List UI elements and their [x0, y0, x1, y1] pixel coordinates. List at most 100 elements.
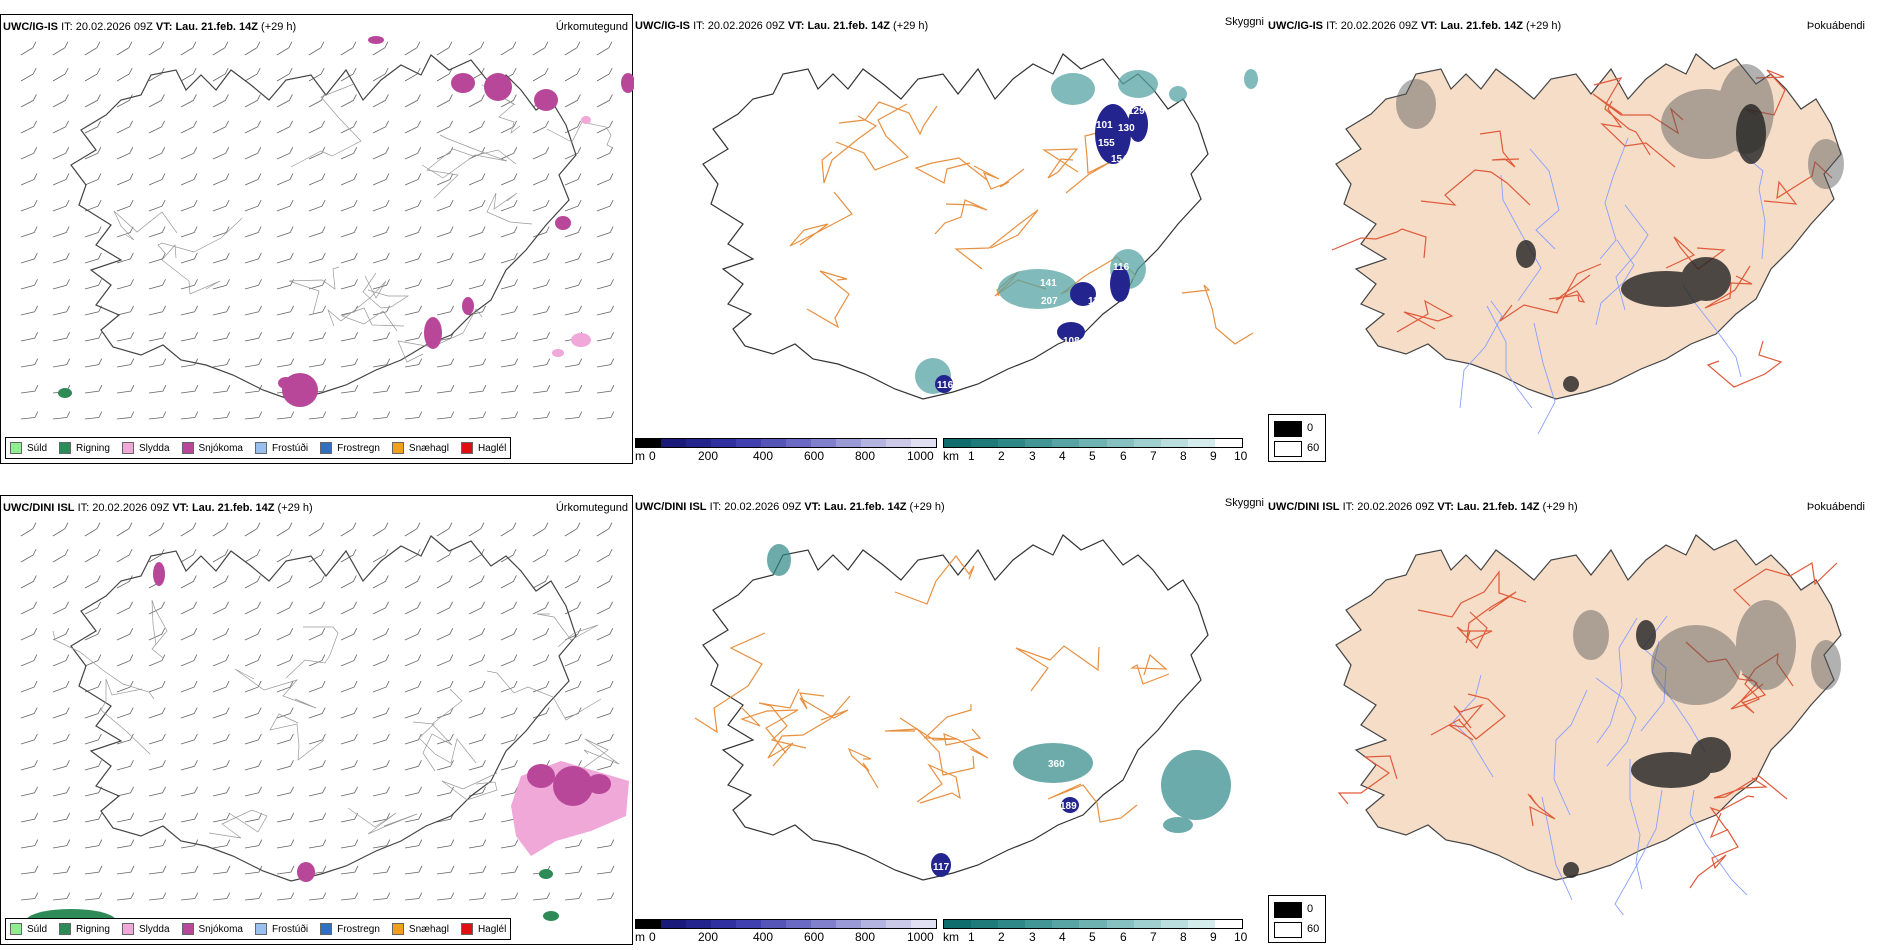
wind-barb [180, 279, 198, 290]
wind-barb [20, 733, 38, 745]
km-tick: 9 [1210, 449, 1217, 463]
wind-barb [468, 332, 487, 342]
wind-barb [308, 41, 325, 56]
km-colorbar-swatches [943, 919, 1243, 929]
height-tick: 200 [698, 449, 719, 463]
river-line [1529, 148, 1560, 250]
panel-name: Úrkomutegund [555, 502, 628, 514]
wind-barb [52, 199, 70, 212]
fog-key: 0 60 [1268, 895, 1326, 943]
wind-barb [564, 358, 583, 368]
wind-barb [116, 384, 135, 394]
wind-barb [436, 680, 454, 693]
road-line [740, 706, 799, 754]
wind-barb [596, 41, 613, 56]
wind-barb [596, 411, 615, 420]
wind-barb [340, 173, 358, 186]
road-line [486, 192, 533, 225]
wind-barb [308, 601, 325, 615]
height-colorbar-swatches [635, 919, 937, 929]
road-line [1420, 169, 1531, 206]
wind-barb [468, 173, 486, 186]
road-line [269, 713, 325, 761]
wind-barb [52, 628, 70, 641]
wind-barb [436, 411, 455, 420]
wind-barb [404, 628, 422, 641]
wind-barb [20, 628, 38, 641]
wind-barb [212, 279, 230, 290]
colorbar-swatch [1133, 920, 1161, 928]
legend-swatch [121, 923, 134, 935]
visibility-value-label: 154 [1111, 154, 1128, 165]
wind-barb [500, 892, 519, 901]
legend-swatch [460, 923, 473, 935]
wind-barb [276, 41, 293, 56]
wind-barb [308, 332, 327, 342]
visibility-value-label: 101 [1096, 120, 1113, 131]
wind-barb [308, 839, 327, 849]
wind-barb [276, 173, 294, 186]
wind-barb [372, 226, 390, 238]
wind-barb [52, 601, 69, 615]
wind-barb [372, 522, 389, 537]
wind-barb [276, 813, 295, 823]
panel-name: Þokuábendi [1806, 501, 1865, 513]
wind-barb [212, 707, 230, 719]
wind-barb [52, 865, 71, 875]
fog-key-swatch [1274, 421, 1302, 437]
panel-title: UWC/DINI ISL IT: 20.02.2026 09Z VT: Lau.… [3, 502, 313, 514]
road-line [546, 121, 614, 149]
road-line [1665, 236, 1726, 270]
iceland-fog-map [1335, 534, 1842, 915]
wind-barb [436, 760, 454, 771]
wind-barb [500, 865, 519, 875]
wind-barb [596, 226, 614, 238]
wind-barb [244, 252, 262, 264]
wind-barb [372, 786, 390, 797]
wind-barb [84, 575, 101, 589]
wind-barb [596, 67, 613, 82]
road-line [412, 721, 477, 764]
wind-barb [180, 173, 198, 186]
iceland-visibility-map: 101 130 155 129 154 126 141 207 116 117 … [702, 53, 1258, 400]
wind-barb [372, 147, 390, 160]
wind-barb [244, 601, 261, 615]
wind-barb [148, 892, 167, 901]
wind-barb [276, 548, 293, 563]
wind-barb [372, 839, 391, 849]
colorbar-swatch [1187, 920, 1215, 928]
river-line [1486, 305, 1533, 409]
road-line [1065, 132, 1113, 194]
wind-barb [148, 173, 166, 186]
wind-barb [468, 760, 486, 771]
wind-barb [180, 41, 197, 56]
wind-barb [212, 358, 231, 368]
wind-barb [308, 628, 326, 641]
wind-barb [468, 279, 486, 290]
wind-barb [532, 384, 551, 394]
wind-barb [340, 601, 357, 615]
colorbar-swatch [1106, 920, 1134, 928]
wind-barb [212, 252, 230, 264]
visibility-panel-igis: UWC/IG-IS IT: 20.02.2026 09Z VT: Lau. 21… [633, 14, 1266, 464]
wind-barb [116, 358, 135, 368]
legend-swatch [391, 923, 404, 935]
colorbar-swatch [636, 439, 661, 447]
wind-barb [436, 839, 455, 849]
colorbar-swatch [911, 920, 936, 928]
wind-barb [180, 654, 198, 667]
wind-barb [436, 147, 454, 160]
road-line [835, 103, 910, 171]
road-line [1417, 570, 1527, 618]
wind-barb [468, 575, 485, 589]
colorbar-swatch [1160, 920, 1188, 928]
wind-barb [148, 548, 165, 563]
visibility-value-label: 126 [1038, 115, 1055, 126]
wind-barb [564, 411, 583, 420]
wind-barb [84, 226, 102, 238]
legend-item: Haglél [460, 923, 506, 935]
legend-swatch [181, 923, 194, 935]
wind-barb [212, 226, 230, 238]
panel-name: Skyggni [1224, 497, 1264, 509]
road-line [441, 772, 498, 801]
